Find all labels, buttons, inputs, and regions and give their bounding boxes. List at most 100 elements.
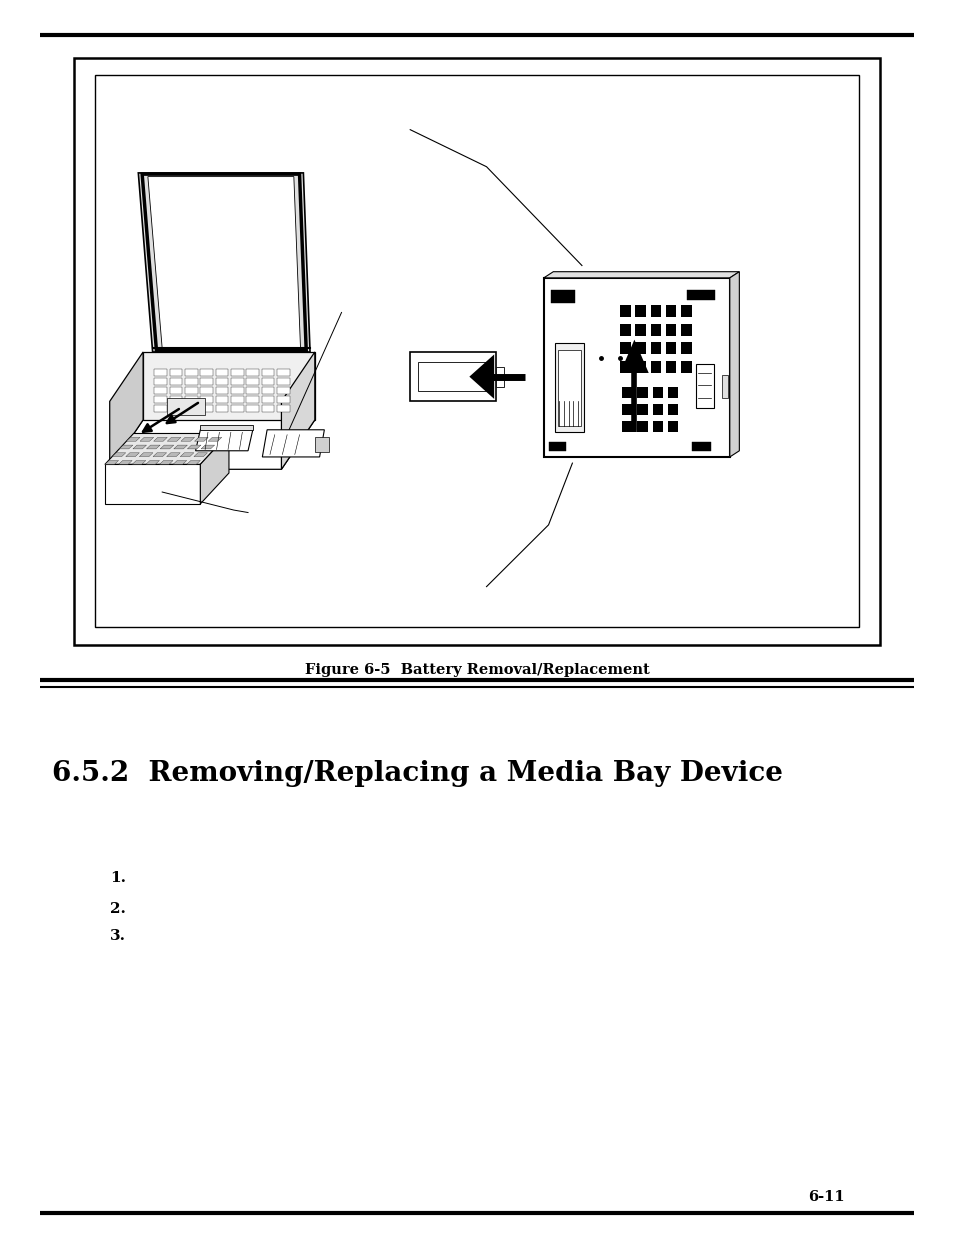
Bar	[95, 75, 858, 627]
Text: Figure 6-5  Battery Removal/Replacement: Figure 6-5 Battery Removal/Replacement	[304, 663, 649, 677]
Polygon shape	[170, 396, 182, 403]
Polygon shape	[126, 437, 140, 441]
Polygon shape	[132, 461, 146, 464]
Polygon shape	[118, 461, 132, 464]
Polygon shape	[201, 445, 214, 448]
Polygon shape	[181, 437, 194, 441]
Polygon shape	[170, 405, 182, 412]
Polygon shape	[112, 453, 126, 457]
Bar	[650, 342, 660, 354]
Bar	[637, 421, 647, 432]
Bar	[652, 387, 662, 398]
Polygon shape	[170, 378, 182, 385]
Polygon shape	[110, 352, 143, 469]
Bar	[548, 442, 565, 451]
Polygon shape	[246, 369, 258, 377]
Polygon shape	[152, 453, 167, 457]
Polygon shape	[200, 378, 213, 385]
Polygon shape	[139, 453, 152, 457]
Polygon shape	[185, 369, 197, 377]
Polygon shape	[185, 378, 197, 385]
Bar	[635, 324, 645, 336]
Polygon shape	[154, 396, 167, 403]
Bar	[667, 404, 678, 415]
Polygon shape	[105, 433, 229, 464]
Bar	[621, 387, 632, 398]
Polygon shape	[261, 405, 274, 412]
Polygon shape	[215, 405, 228, 412]
Polygon shape	[147, 445, 160, 448]
Polygon shape	[138, 173, 310, 352]
Bar	[665, 324, 676, 336]
Bar	[635, 342, 645, 354]
Polygon shape	[167, 398, 205, 415]
Polygon shape	[246, 396, 258, 403]
Bar	[74, 58, 879, 645]
Polygon shape	[246, 378, 258, 385]
Bar	[417, 362, 488, 391]
Bar	[621, 404, 632, 415]
Bar	[621, 421, 632, 432]
Bar	[665, 342, 676, 354]
Polygon shape	[200, 405, 213, 412]
Bar	[635, 305, 645, 317]
Polygon shape	[173, 445, 187, 448]
Polygon shape	[154, 378, 167, 385]
Polygon shape	[231, 378, 243, 385]
Bar	[665, 361, 676, 373]
Polygon shape	[276, 369, 290, 377]
Polygon shape	[200, 433, 229, 504]
Bar	[551, 290, 575, 303]
Bar	[680, 305, 691, 317]
Bar	[619, 305, 630, 317]
Polygon shape	[276, 405, 290, 412]
Polygon shape	[276, 387, 290, 394]
Bar	[680, 342, 691, 354]
Polygon shape	[170, 369, 182, 377]
Polygon shape	[146, 461, 159, 464]
Bar	[637, 404, 647, 415]
Bar	[410, 352, 496, 401]
Polygon shape	[167, 453, 180, 457]
Polygon shape	[469, 354, 494, 399]
Polygon shape	[215, 387, 228, 394]
Bar	[680, 361, 691, 373]
Polygon shape	[193, 453, 208, 457]
Polygon shape	[185, 387, 197, 394]
Polygon shape	[246, 405, 258, 412]
Polygon shape	[231, 387, 243, 394]
Polygon shape	[543, 272, 739, 278]
Polygon shape	[170, 387, 182, 394]
Polygon shape	[261, 396, 274, 403]
Polygon shape	[154, 369, 167, 377]
Polygon shape	[231, 405, 243, 412]
Bar	[667, 387, 678, 398]
Bar	[314, 437, 329, 452]
Polygon shape	[200, 425, 253, 430]
Polygon shape	[208, 437, 221, 441]
Polygon shape	[167, 437, 181, 441]
Polygon shape	[200, 387, 213, 394]
Polygon shape	[153, 437, 167, 441]
Polygon shape	[154, 387, 167, 394]
Polygon shape	[729, 272, 739, 457]
Polygon shape	[132, 445, 147, 448]
Bar	[619, 361, 630, 373]
Polygon shape	[231, 396, 243, 403]
Polygon shape	[105, 464, 200, 504]
Polygon shape	[246, 387, 258, 394]
Bar	[691, 442, 710, 451]
Polygon shape	[200, 396, 213, 403]
Polygon shape	[119, 445, 132, 448]
Polygon shape	[231, 369, 243, 377]
Bar	[721, 375, 727, 398]
Bar	[696, 364, 713, 408]
Polygon shape	[281, 352, 314, 469]
Polygon shape	[276, 396, 290, 403]
Bar	[543, 278, 729, 457]
Bar	[619, 324, 630, 336]
Polygon shape	[200, 369, 213, 377]
Bar	[652, 421, 662, 432]
Polygon shape	[180, 453, 193, 457]
Bar	[680, 324, 691, 336]
